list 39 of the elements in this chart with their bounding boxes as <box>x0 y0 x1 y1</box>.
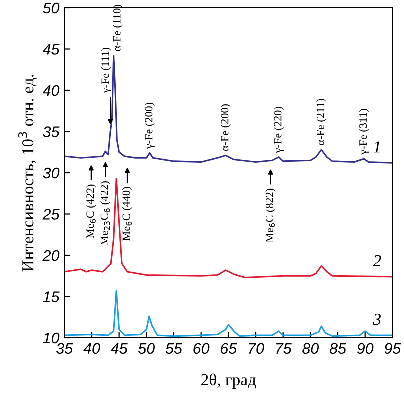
y-tick-label: 30 <box>43 168 60 179</box>
x-tick-label: 85 <box>330 343 347 354</box>
annotation: γ-Fe (200) <box>144 102 155 150</box>
x-axis-title: 2θ, град <box>202 374 256 389</box>
annotation: Me$_{6}$C (822) <box>266 188 276 243</box>
x-tick-label: 40 <box>84 343 100 354</box>
x-tick-label: 75 <box>276 343 292 354</box>
x-tick-label: 55 <box>166 343 183 354</box>
y-tick-label: 40 <box>42 85 60 96</box>
y-tick-label: 15 <box>43 292 60 302</box>
x-tick-label: 80 <box>302 343 320 354</box>
x-tick-label: 50 <box>138 343 156 354</box>
x-tick-label: 95 <box>384 343 402 354</box>
y-tick-label: 45 <box>42 44 60 55</box>
series-label: 1 <box>374 142 380 153</box>
y-axis-title: Интенсивность, 10$^{3}$ отн. ед. <box>18 74 37 272</box>
x-tick-label: 65 <box>221 343 238 354</box>
y-tick-label: 50 <box>43 2 60 14</box>
annotation: γ-Fe (311) <box>359 109 370 155</box>
x-tick-label: 90 <box>357 343 374 354</box>
y-tick-label: 20 <box>42 250 60 262</box>
x-tick-label: 35 <box>56 343 74 354</box>
annotation: Me$_{6}$C (422) <box>86 184 96 238</box>
annotation: Me$_{6}$C (440) <box>122 187 132 241</box>
annotation: γ-Fe (111) <box>101 48 112 94</box>
annotation: α-Fe (200) <box>220 104 231 152</box>
y-tick-label: 10 <box>43 332 60 344</box>
series-label: 2 <box>373 255 382 266</box>
x-tick-label: 45 <box>110 343 128 354</box>
line-series <box>64 178 393 279</box>
y-tick-label: 35 <box>43 126 60 138</box>
annotation: γ-Fe (220) <box>274 107 284 154</box>
y-tick-label: 25 <box>42 209 60 220</box>
annotation: α-Fe (110) <box>112 5 124 52</box>
annotation: α-Fe (211) <box>316 99 327 146</box>
x-tick-label: 60 <box>194 343 210 354</box>
annotation: Me$_{23}$C$_{6}$ (422) <box>100 182 111 246</box>
series-label: 3 <box>373 314 381 326</box>
x-tick-label: 70 <box>249 343 264 354</box>
